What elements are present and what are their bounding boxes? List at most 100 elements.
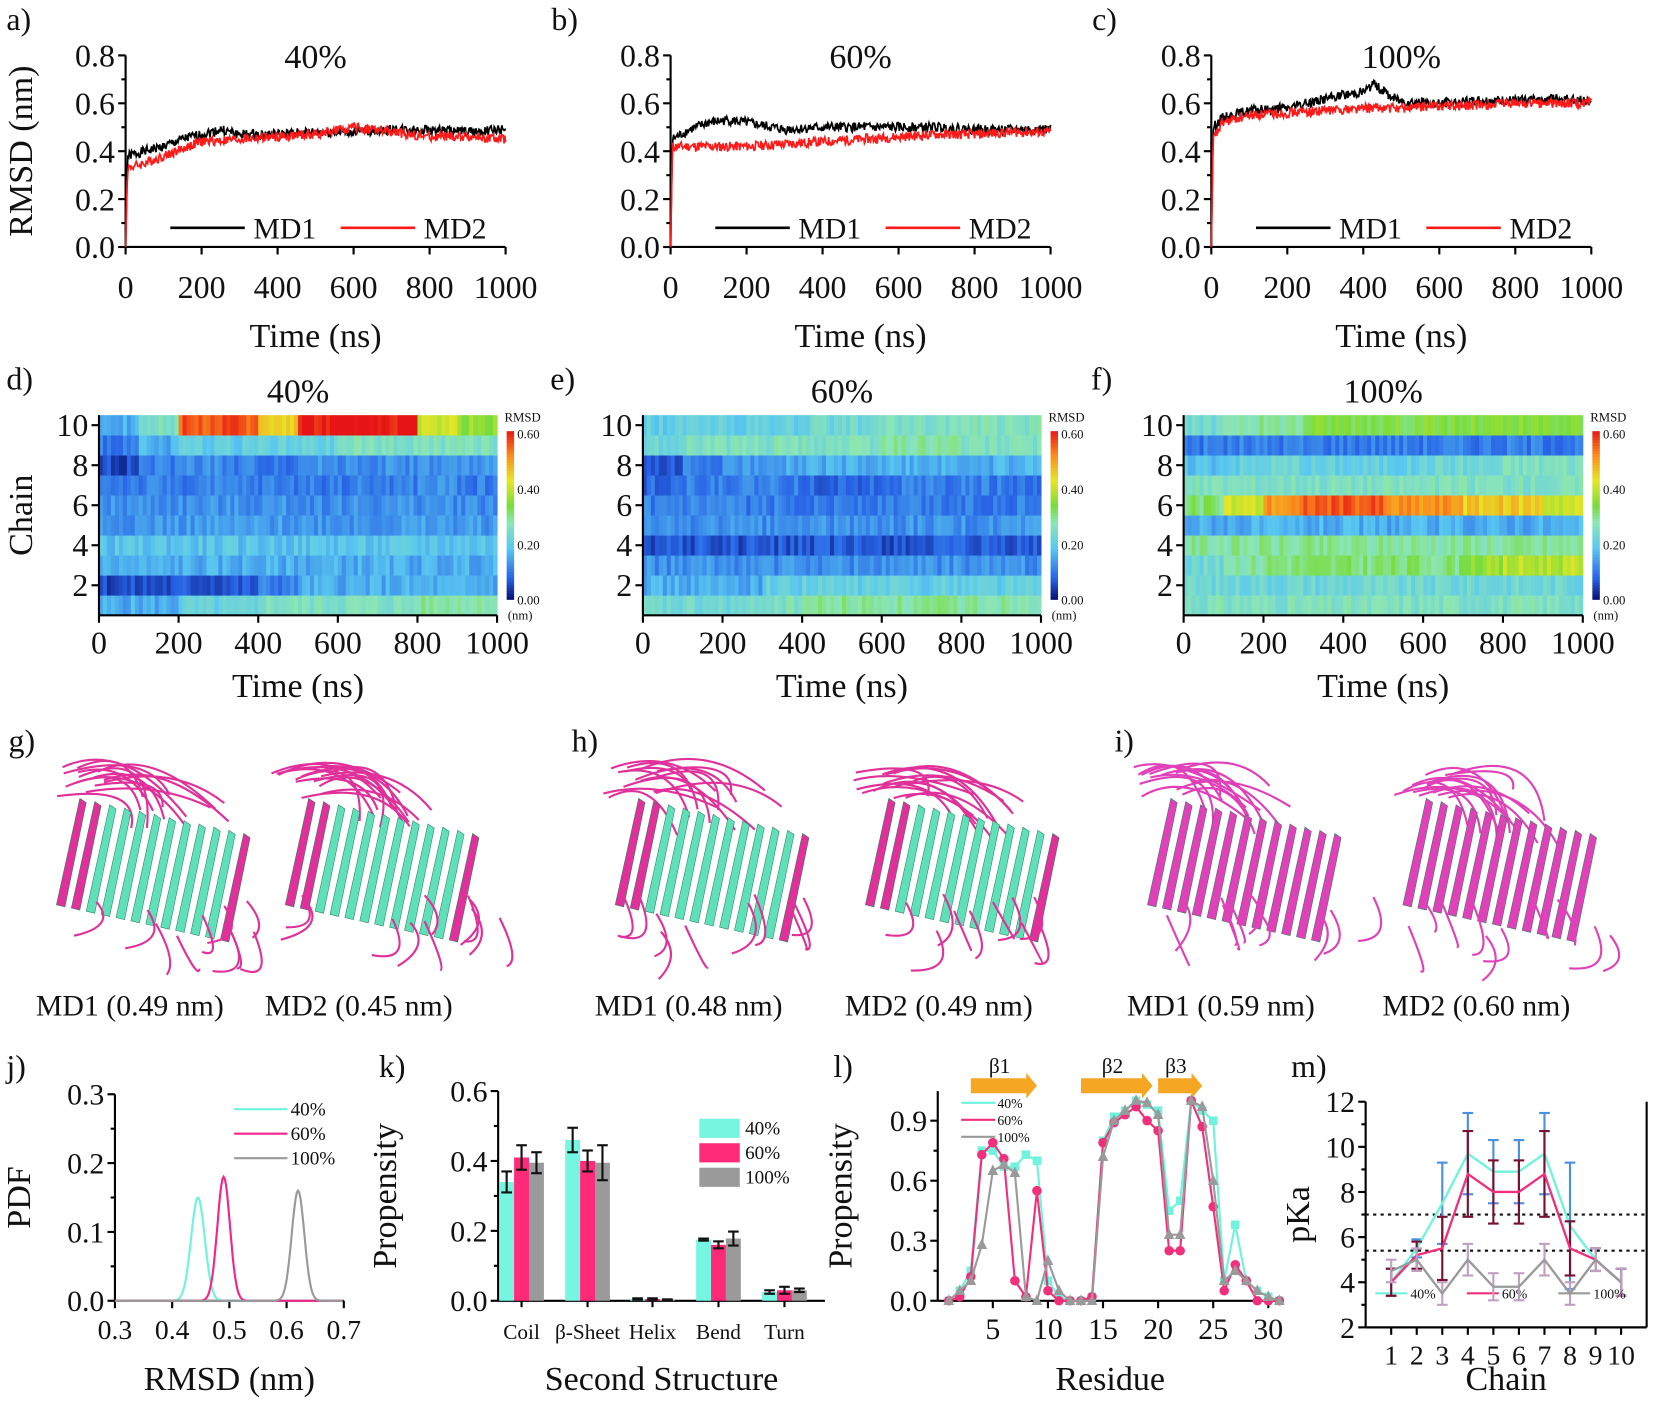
heatmap-cell bbox=[1542, 535, 1548, 556]
heatmap-cell bbox=[1471, 495, 1476, 516]
heatmap-cell bbox=[1359, 555, 1364, 576]
heatmap-cell bbox=[1403, 435, 1408, 456]
y-tick-label: 2 bbox=[72, 568, 88, 603]
heatmap-cell bbox=[298, 455, 303, 476]
series-line-100% bbox=[1390, 1257, 1622, 1296]
heatmap-cell bbox=[429, 575, 434, 596]
bar-40% bbox=[762, 1292, 778, 1301]
heatmap-cell bbox=[385, 495, 391, 516]
heatmap-cell bbox=[949, 495, 954, 516]
heatmap-cell bbox=[1526, 575, 1532, 596]
heatmap-cell bbox=[774, 515, 779, 536]
heatmap-cell bbox=[1315, 455, 1320, 476]
heatmap-cell bbox=[210, 535, 215, 556]
data-point bbox=[1064, 1294, 1076, 1306]
heatmap-cell bbox=[1307, 455, 1312, 476]
heatmap-cell bbox=[1033, 435, 1038, 456]
heatmap-cell bbox=[477, 595, 482, 616]
heatmap-cell bbox=[1215, 495, 1221, 516]
heatmap-cell bbox=[401, 415, 407, 436]
heatmap-cell bbox=[937, 595, 943, 616]
heatmap-cell bbox=[973, 515, 978, 536]
heatmap-cell bbox=[309, 495, 315, 516]
heatmap-cell bbox=[1199, 575, 1205, 596]
heatmap-cell bbox=[174, 475, 180, 496]
heatmap-cell bbox=[746, 435, 751, 456]
heatmap-cell bbox=[1403, 455, 1408, 476]
heatmap-cell bbox=[1211, 435, 1217, 456]
heatmap-cell bbox=[1475, 435, 1480, 456]
heatmap-cell bbox=[325, 555, 331, 576]
heatmap-cell bbox=[409, 515, 415, 536]
heatmap-cell bbox=[738, 575, 743, 596]
heatmap-cell bbox=[694, 495, 700, 516]
heatmap-cell bbox=[234, 515, 239, 536]
data-point bbox=[1207, 1174, 1219, 1185]
colorbar-segment bbox=[1592, 548, 1600, 553]
heatmap-cell bbox=[274, 435, 279, 456]
heatmap-cell bbox=[1239, 535, 1245, 556]
heatmap-cell bbox=[1502, 555, 1508, 576]
heatmap-cell bbox=[865, 555, 871, 576]
heatmap-cell bbox=[997, 455, 1002, 476]
heatmap-cell bbox=[341, 595, 347, 616]
heatmap-cell bbox=[333, 535, 339, 556]
data-point bbox=[1009, 1166, 1021, 1177]
heatmap-cell bbox=[437, 415, 442, 436]
heatmap-cell bbox=[1195, 555, 1201, 576]
heatmap-cell bbox=[178, 455, 184, 476]
heatmap-cell bbox=[1510, 495, 1516, 516]
heatmap-cell bbox=[993, 515, 998, 536]
heatmap-cell bbox=[1239, 595, 1245, 616]
heatmap-cell bbox=[158, 435, 164, 456]
heatmap-cell bbox=[674, 555, 680, 576]
heatmap-cell bbox=[977, 575, 982, 596]
heatmap-cell bbox=[658, 435, 664, 456]
heatmap-cell bbox=[1239, 515, 1245, 536]
heatmap-cell bbox=[321, 595, 327, 616]
heatmap-cell bbox=[170, 415, 176, 436]
heatmap-cell bbox=[345, 515, 351, 536]
heatmap-cell bbox=[1375, 515, 1380, 536]
heatmap-cell bbox=[877, 575, 883, 596]
heatmap-cell bbox=[1347, 475, 1352, 496]
heatmap-cell bbox=[1431, 575, 1436, 596]
heatmap-cell bbox=[409, 495, 415, 516]
heatmap-cell bbox=[1227, 515, 1233, 536]
heatmap-cell bbox=[1371, 575, 1376, 596]
coil-loop bbox=[1258, 911, 1271, 947]
heatmap-cell bbox=[329, 495, 335, 516]
heatmap-cell bbox=[738, 435, 743, 456]
x-tick-label: 200 bbox=[699, 626, 747, 661]
heatmap-cell bbox=[333, 515, 339, 536]
heatmap-cell bbox=[1279, 495, 1284, 516]
heatmap-cell bbox=[1494, 435, 1500, 456]
heatmap-cell bbox=[441, 415, 446, 436]
heatmap-cell bbox=[461, 515, 466, 536]
heatmap-cell bbox=[270, 595, 275, 616]
y-tick-label: 0.0 bbox=[75, 230, 115, 265]
heatmap-cell bbox=[1223, 595, 1229, 616]
heatmap-cell bbox=[1403, 495, 1408, 516]
heatmap-cell bbox=[353, 575, 359, 596]
heatmap-cell bbox=[1502, 595, 1508, 616]
beta-strand bbox=[1147, 797, 1178, 908]
heatmap-cell bbox=[985, 575, 990, 596]
heatmap-cell bbox=[1459, 415, 1464, 436]
heatmap-cell bbox=[178, 515, 184, 536]
heatmap-cell bbox=[1315, 555, 1320, 576]
colorbar-segment bbox=[1592, 478, 1600, 483]
colorbar-segment bbox=[506, 534, 515, 539]
heatmap-cell bbox=[1231, 515, 1237, 536]
heatmap-cell bbox=[1379, 595, 1384, 616]
heatmap-cell bbox=[186, 575, 192, 596]
heatmap-cell bbox=[1411, 455, 1416, 476]
heatmap-cell bbox=[1479, 595, 1484, 616]
heatmap-cell bbox=[690, 515, 696, 536]
heatmap-cell bbox=[1311, 475, 1316, 496]
heatmap-cell bbox=[909, 415, 915, 436]
heatmap-cell bbox=[214, 475, 219, 496]
heatmap-cell bbox=[1522, 535, 1528, 556]
y-tick-label: 12 bbox=[1325, 1086, 1355, 1119]
beta-strand bbox=[999, 826, 1030, 936]
